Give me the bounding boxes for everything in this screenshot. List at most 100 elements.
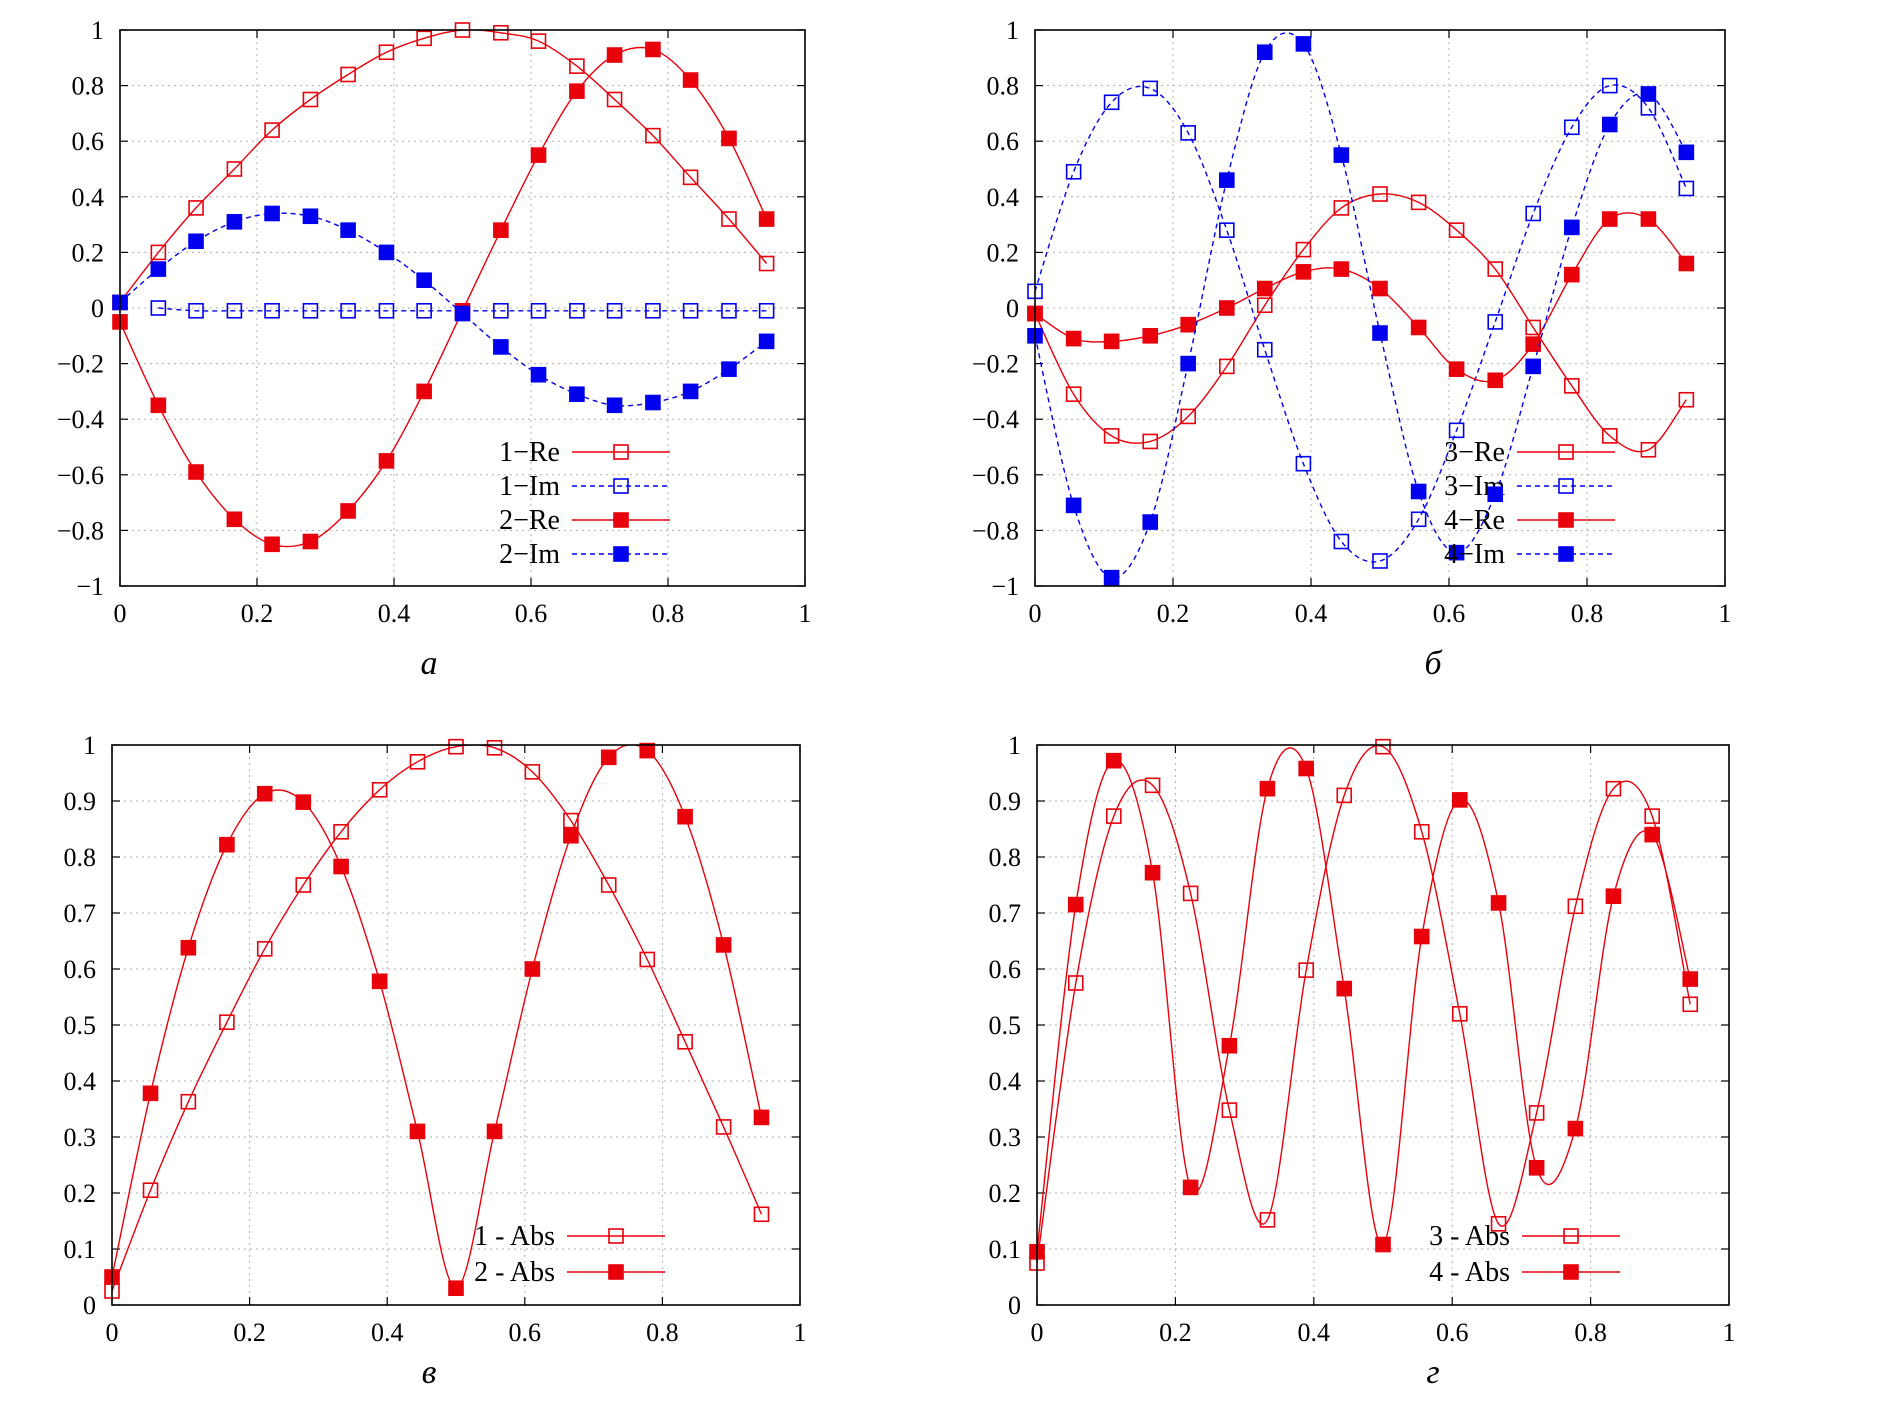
y-tick-label: −0.6 <box>57 461 104 490</box>
data-point <box>569 302 585 319</box>
data-point <box>1410 194 1427 211</box>
series-line <box>1035 212 1687 383</box>
data-point <box>563 827 579 844</box>
data-point <box>1601 116 1618 133</box>
x-tick-label: 1 <box>794 1318 807 1347</box>
data-point <box>1640 100 1657 116</box>
data-point <box>1144 777 1161 794</box>
data-point <box>1144 864 1161 881</box>
x-tick-label: 0.2 <box>233 1318 266 1347</box>
series-line <box>112 745 763 1289</box>
data-point <box>1182 885 1199 902</box>
series-3-abs <box>1029 738 1699 1271</box>
data-point <box>1336 980 1353 997</box>
x-tick-label: 0.4 <box>378 599 411 628</box>
y-tick-label: 0.7 <box>989 899 1022 928</box>
data-point <box>371 782 388 798</box>
data-point <box>416 30 432 47</box>
y-tick-label: 0.6 <box>72 127 105 156</box>
data-point <box>530 302 547 319</box>
plot-frame <box>119 29 806 587</box>
series-line <box>112 745 763 1292</box>
data-point <box>569 386 585 402</box>
data-point <box>758 302 775 319</box>
data-point <box>682 169 699 186</box>
y-tick-label: 0.1 <box>989 1235 1022 1264</box>
data-point <box>226 214 243 230</box>
data-point <box>1605 780 1622 797</box>
data-point <box>226 511 243 528</box>
data-point <box>150 300 167 316</box>
data-point <box>682 383 699 400</box>
data-point <box>1678 255 1695 272</box>
data-point <box>378 244 395 261</box>
data-point <box>530 33 547 49</box>
data-point <box>1487 261 1504 277</box>
x-tick-label: 0.6 <box>1433 599 1466 628</box>
data-point <box>340 503 356 519</box>
chart-a: 0 0.2 0.4 0.6 0.8 1 −1 −0.8 −0.6 −0.4 −0.2 0 0.2 0.4 0… <box>57 16 812 628</box>
data-point <box>1333 147 1350 163</box>
caption-b: б <box>1424 645 1442 682</box>
axis-ticks: 0 0.2 0.4 0.6 0.8 1 −1 −0.8 −0.6 −0.4 −0.2 0 0.2 0.4 0… <box>972 16 1732 628</box>
legend-marker <box>1558 512 1574 528</box>
data-point <box>378 302 395 319</box>
data-point <box>1065 386 1082 402</box>
y-tick-label: 0 <box>1006 294 1019 323</box>
series-2-abs <box>104 742 770 1297</box>
data-point <box>1372 186 1388 202</box>
data-point <box>486 1123 503 1140</box>
data-point <box>416 272 432 289</box>
data-point <box>1682 971 1699 987</box>
x-tick-label: 0.8 <box>646 1318 679 1347</box>
data-point <box>188 302 204 319</box>
data-point <box>1487 314 1504 330</box>
data-point <box>1067 896 1084 913</box>
data-point <box>600 749 617 766</box>
x-tick-label: 0.6 <box>509 1318 542 1347</box>
data-point <box>721 211 737 227</box>
legend-marker <box>608 1264 624 1280</box>
y-tick-label: 0.3 <box>989 1123 1022 1152</box>
data-point <box>1256 44 1273 61</box>
data-point <box>645 302 661 319</box>
data-point <box>1180 355 1196 372</box>
data-point <box>1413 824 1430 840</box>
chart-c: 0 0.2 0.4 0.6 0.8 1 0 0.1 0.2 0.3 0.4 0.5 0.6 0.7 0.8 0… <box>64 731 807 1347</box>
data-point <box>639 742 656 759</box>
data-point <box>1259 1212 1276 1228</box>
x-tick-label: 0.4 <box>1295 599 1328 628</box>
y-tick-label: −0.4 <box>57 405 104 434</box>
data-point <box>639 951 656 968</box>
legend-marker <box>613 444 629 460</box>
data-point <box>1180 408 1196 425</box>
series-line <box>1035 193 1687 453</box>
data-point <box>1487 372 1504 389</box>
y-tick-label: 0.5 <box>989 1011 1022 1040</box>
data-point <box>1678 144 1695 161</box>
legend-marker <box>1558 444 1574 460</box>
data-point <box>333 858 349 875</box>
data-point <box>219 1014 235 1031</box>
caption-c: в <box>421 1354 437 1391</box>
data-point <box>493 302 509 319</box>
axis-ticks: 0 0.2 0.4 0.6 0.8 1 0 0.1 0.2 0.3 0.4 0.5 0.6 0.7 0.8 0… <box>989 731 1736 1347</box>
y-tick-label: 0.8 <box>72 72 105 101</box>
data-point <box>448 1280 464 1297</box>
data-point <box>378 44 395 61</box>
data-point <box>486 739 503 756</box>
data-point <box>645 127 661 144</box>
data-point <box>606 47 623 63</box>
data-point <box>1678 180 1695 197</box>
data-point <box>1103 428 1120 444</box>
data-point <box>1372 325 1388 341</box>
data-point <box>1490 895 1507 911</box>
data-point <box>1142 433 1159 450</box>
data-point <box>1333 261 1350 277</box>
data-point <box>753 1206 770 1223</box>
data-point <box>1295 264 1312 280</box>
data-point <box>302 533 319 550</box>
data-point <box>264 536 280 553</box>
x-tick-label: 0 <box>114 599 127 628</box>
legend-marker <box>1563 1264 1579 1280</box>
